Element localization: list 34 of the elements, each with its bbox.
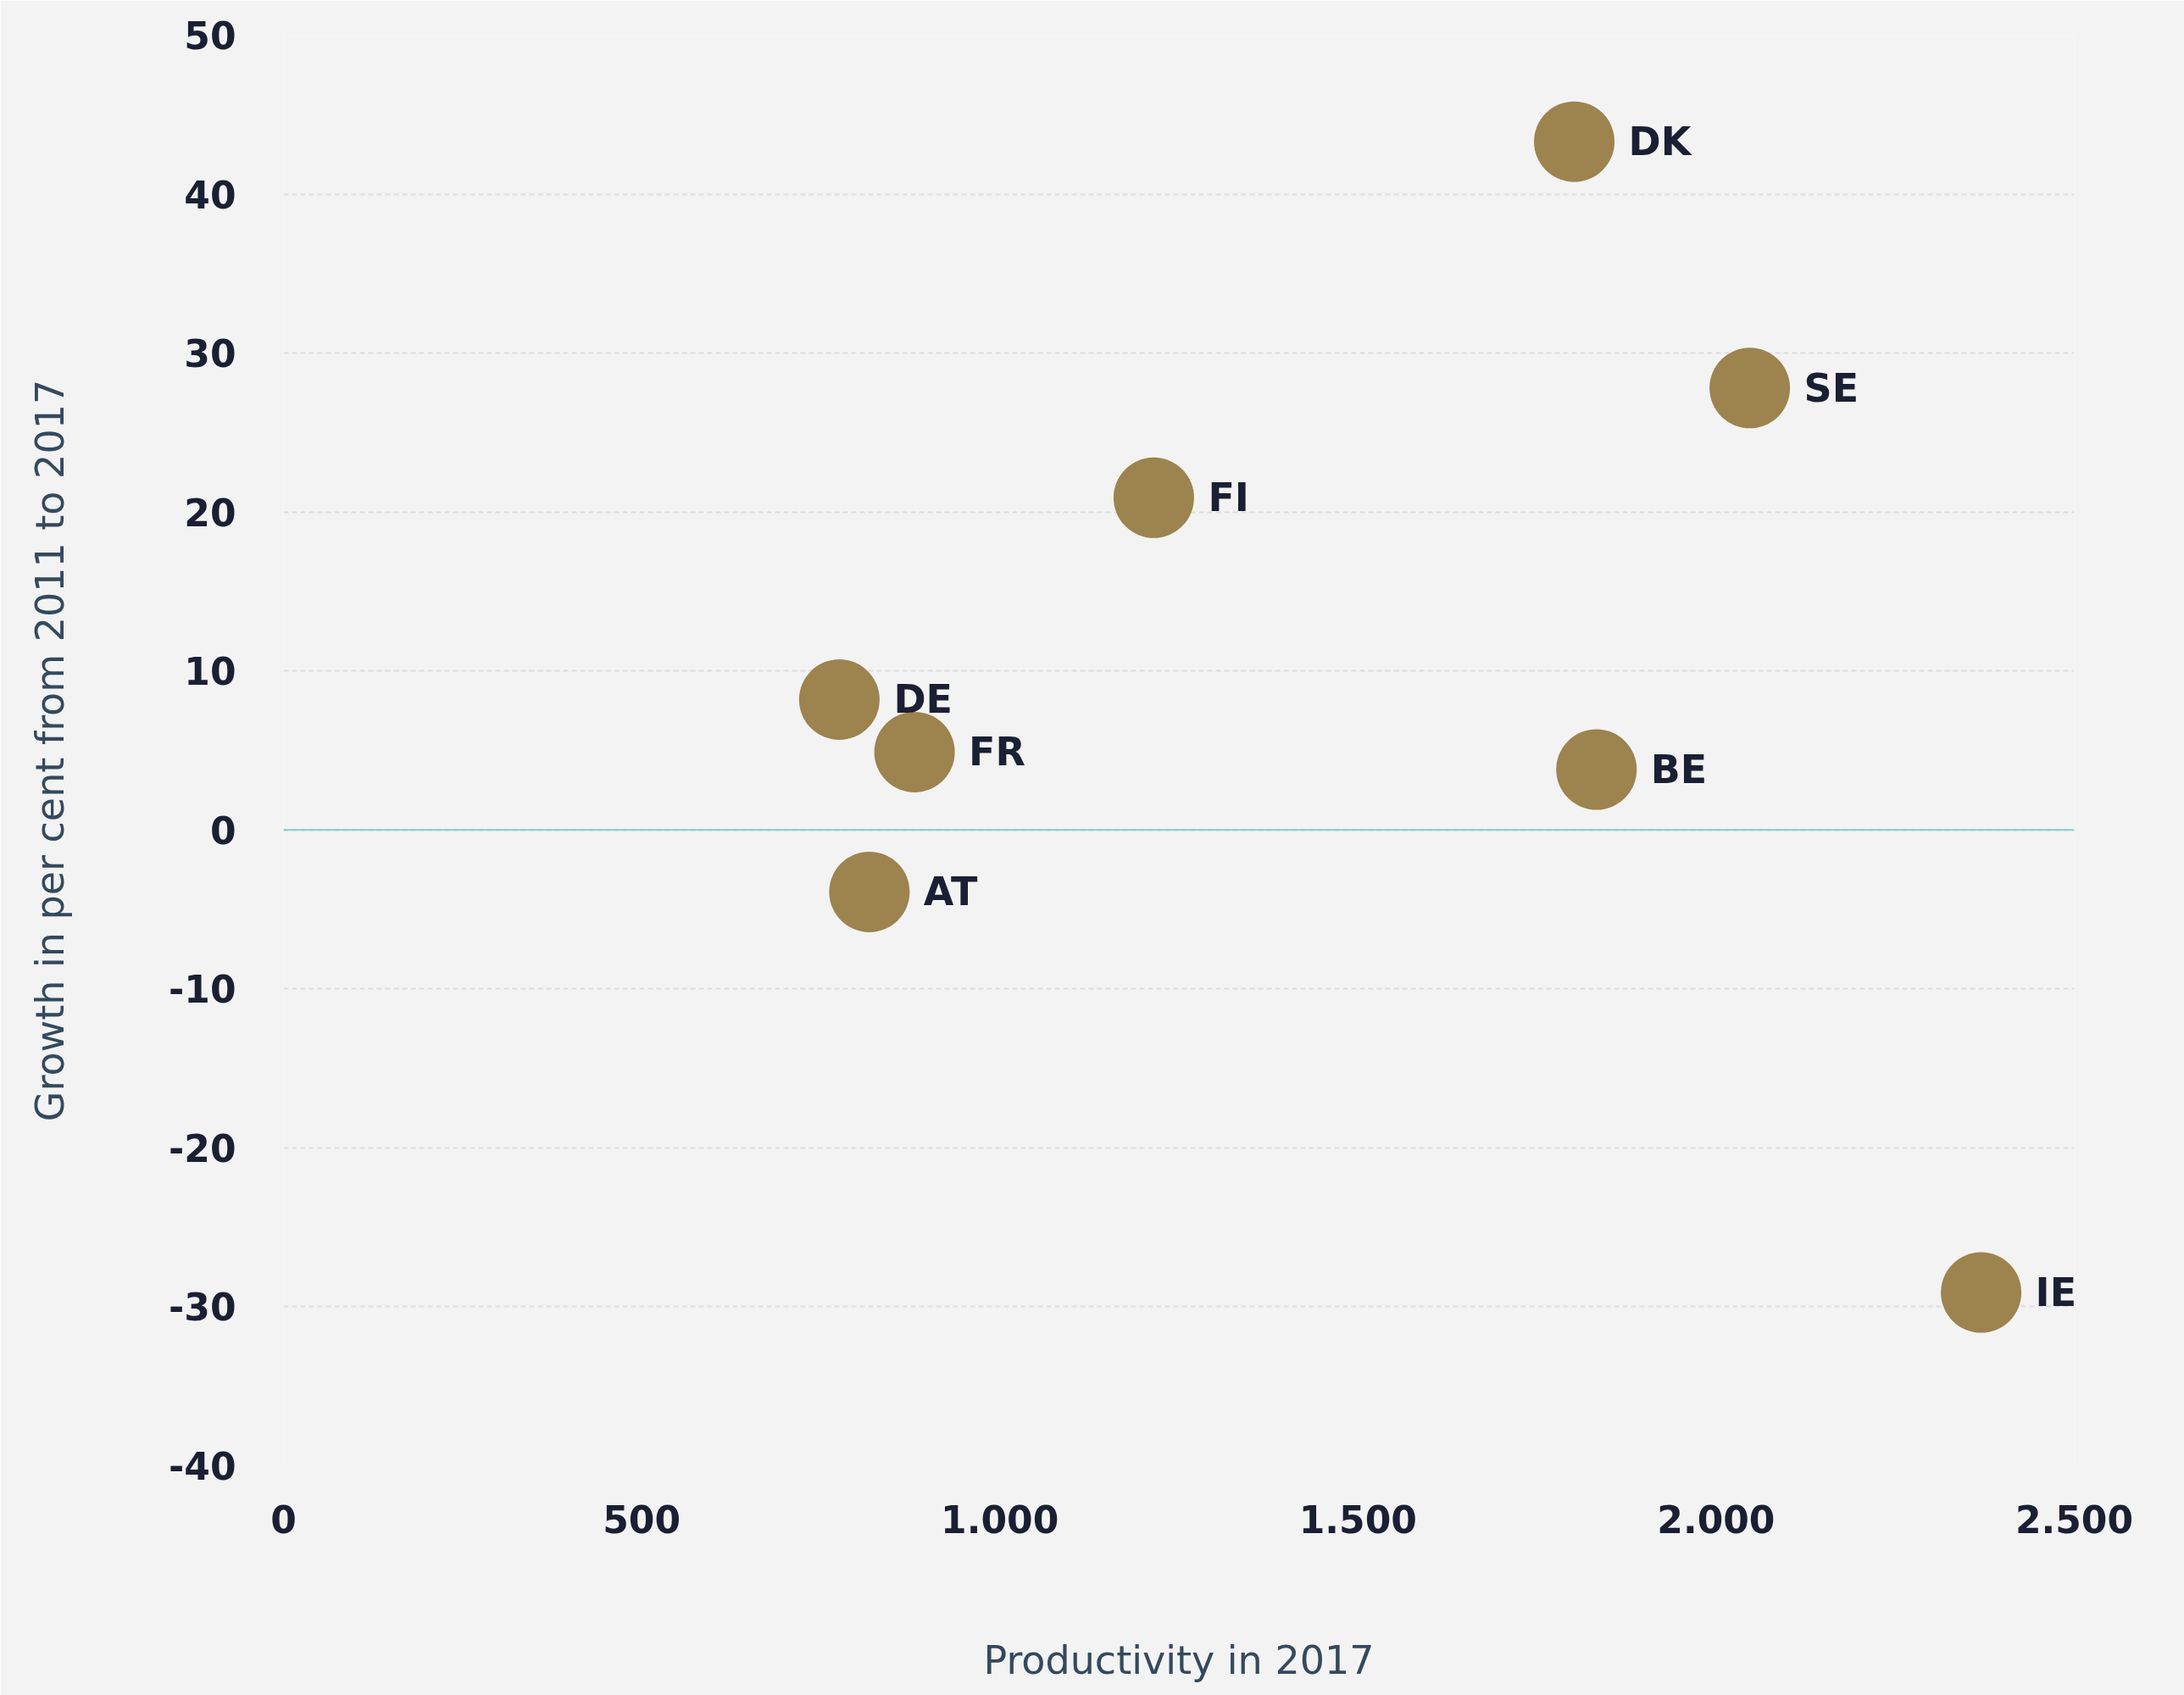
y-tick-label: 50 xyxy=(184,14,236,58)
series-label: DK xyxy=(1628,119,1693,165)
y-tick-label: -20 xyxy=(169,1126,236,1170)
series-label: IE xyxy=(2035,1270,2077,1316)
y-tick-label: 30 xyxy=(184,332,236,376)
x-axis-title: Productivity in 2017 xyxy=(983,1637,1375,1683)
series-label: DE xyxy=(893,676,953,723)
x-tick-label: 1.000 xyxy=(941,1498,1059,1542)
series-label: FI xyxy=(1208,475,1249,521)
point xyxy=(1113,457,1194,538)
series-label: BE xyxy=(1650,747,1708,793)
x-tick-label: 2.000 xyxy=(1657,1498,1776,1542)
y-tick-label: 0 xyxy=(209,809,236,853)
x-tick-label: 0 xyxy=(270,1498,297,1542)
series-label: SE xyxy=(1803,364,1859,411)
y-axis-title: Growth in per cent from 2011 to 2017 xyxy=(27,379,74,1122)
y-tick-label: -40 xyxy=(169,1445,236,1488)
point xyxy=(1941,1252,2022,1333)
point xyxy=(798,659,880,740)
y-tick-label: 20 xyxy=(184,491,236,535)
y-tick-label: -30 xyxy=(169,1286,236,1330)
x-tick-label: 1.500 xyxy=(1298,1498,1417,1542)
point xyxy=(1709,347,1791,429)
x-tick-label: 500 xyxy=(603,1498,681,1542)
y-tick-label: 40 xyxy=(184,173,236,217)
series-label: FR xyxy=(969,729,1025,775)
x-tick-label: 2.500 xyxy=(2015,1498,2134,1542)
point xyxy=(829,852,910,932)
y-tick-label: -10 xyxy=(169,968,236,1012)
point xyxy=(1556,729,1637,810)
point xyxy=(874,711,955,792)
y-tick-label: 10 xyxy=(184,650,236,694)
point xyxy=(1534,101,1615,182)
series-label: AT xyxy=(923,869,978,915)
